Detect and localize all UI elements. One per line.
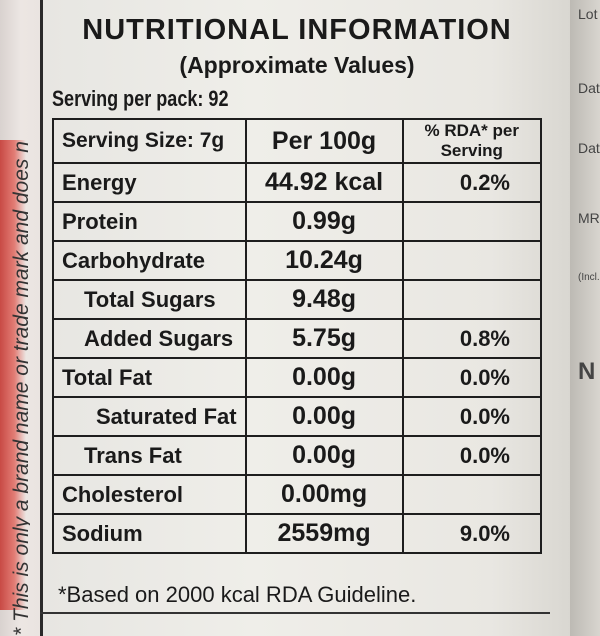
red-stripe-decoration	[0, 140, 26, 610]
label-subtitle: (Approximate Values)	[179, 52, 415, 78]
nutrient-name: Cholesterol	[52, 474, 247, 515]
serving-per-pack: Serving per pack: 92	[52, 86, 229, 111]
nutrient-rda: 0.0%	[401, 396, 543, 437]
nutrient-rda	[401, 240, 543, 281]
table-row: Cholesterol 0.00mg	[52, 474, 543, 515]
nutrient-name: Saturated Fat	[52, 396, 247, 437]
nutrition-table: Serving Size: 7g Per 100g % RDA* per Ser…	[52, 118, 543, 554]
right-label-panel	[570, 0, 600, 636]
table-row: Energy 44.92 kcal 0.2%	[52, 162, 543, 203]
bottom-divider	[40, 612, 550, 614]
nutrient-name: Trans Fat	[52, 435, 247, 476]
right-panel-text-1: Lot	[578, 6, 598, 22]
right-panel-text-3: Dat	[578, 140, 600, 156]
nutrient-name: Total Sugars	[52, 279, 247, 320]
nutrient-per-100g: 9.48g	[244, 279, 404, 320]
nutrient-per-100g: 44.92 kcal	[244, 162, 404, 203]
nutrient-per-100g: 0.00g	[244, 435, 404, 476]
nutrient-rda: 0.2%	[401, 162, 543, 203]
header-rda: % RDA* per Serving	[401, 118, 543, 164]
footnote: *Based on 2000 kcal RDA Guideline.	[58, 582, 417, 607]
nutrient-name: Sodium	[52, 513, 247, 554]
nutrient-per-100g: 0.00g	[244, 396, 404, 437]
table-header-row: Serving Size: 7g Per 100g % RDA* per Ser…	[52, 118, 543, 164]
nutrient-name: Energy	[52, 162, 247, 203]
table-row: Carbohydrate 10.24g	[52, 240, 543, 281]
right-panel-text-6: N	[578, 358, 596, 385]
header-per-100g: Per 100g	[244, 118, 404, 164]
nutrient-rda: 9.0%	[401, 513, 543, 554]
right-panel-text-5: (Incl.	[578, 272, 600, 283]
nutrient-per-100g: 0.00g	[244, 357, 404, 398]
right-panel-text-2: Dat	[578, 80, 600, 96]
nutrient-rda	[401, 201, 543, 242]
table-body: Energy 44.92 kcal 0.2% Protein 0.99g Carbohyd…	[52, 162, 543, 554]
table-row: Added Sugars 5.75g 0.8%	[52, 318, 543, 359]
nutrient-per-100g: 0.00mg	[244, 474, 404, 515]
nutrient-per-100g: 5.75g	[244, 318, 404, 359]
nutrient-per-100g: 0.99g	[244, 201, 404, 242]
side-disclaimer-text: * This is only a brand name or trade mar…	[10, 141, 30, 636]
nutrient-name: Protein	[52, 201, 247, 242]
table-row: Protein 0.99g	[52, 201, 543, 242]
nutrient-rda: 0.0%	[401, 435, 543, 476]
table-row: Sodium 2559mg 9.0%	[52, 513, 543, 554]
nutrient-per-100g: 10.24g	[244, 240, 404, 281]
nutrient-rda	[401, 474, 543, 515]
right-panel-text-4: MR	[578, 210, 600, 226]
label-title: NUTRITIONAL INFORMATION	[82, 14, 512, 46]
nutrient-rda	[401, 279, 543, 320]
table-row: Total Sugars 9.48g	[52, 279, 543, 320]
nutrient-per-100g: 2559mg	[244, 513, 404, 554]
nutrient-name: Carbohydrate	[52, 240, 247, 281]
nutrient-name: Added Sugars	[52, 318, 247, 359]
table-row: Saturated Fat 0.00g 0.0%	[52, 396, 543, 437]
nutrient-rda: 0.8%	[401, 318, 543, 359]
table-row: Total Fat 0.00g 0.0%	[52, 357, 543, 398]
nutrient-name: Total Fat	[52, 357, 247, 398]
table-row: Trans Fat 0.00g 0.0%	[52, 435, 543, 476]
header-serving-size: Serving Size: 7g	[52, 118, 247, 164]
nutrient-rda: 0.0%	[401, 357, 543, 398]
